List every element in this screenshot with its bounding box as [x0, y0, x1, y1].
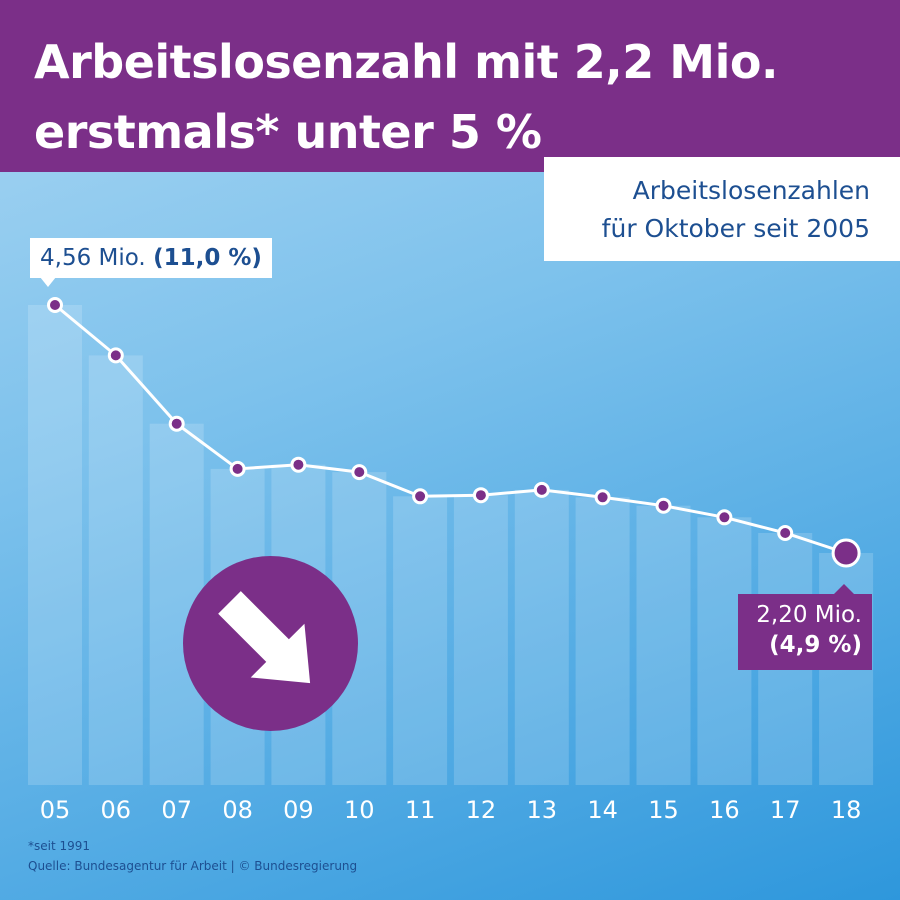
data-point-11 — [412, 488, 429, 505]
x-tick-label: 17 — [770, 796, 801, 824]
data-point-07 — [168, 415, 185, 432]
data-point-17 — [777, 525, 794, 541]
column-bg-12 — [453, 495, 508, 785]
data-point-18 — [831, 538, 861, 568]
data-point-16 — [716, 509, 733, 526]
title-line-2: erstmals* unter 5 % — [34, 105, 542, 159]
last-value-text: 2,20 Mio. — [756, 602, 862, 628]
x-tick-label: 07 — [161, 796, 192, 824]
data-point-13 — [533, 481, 550, 498]
x-tick-label: 14 — [587, 796, 618, 824]
data-point-05 — [47, 297, 63, 313]
x-tick-label: 06 — [101, 796, 132, 824]
x-tick-label: 09 — [283, 796, 314, 824]
data-point-14 — [594, 489, 611, 506]
subtitle-line-2: für Oktober seit 2005 — [601, 214, 870, 243]
first-label-pointer — [40, 277, 56, 287]
x-tick-label: 13 — [527, 796, 558, 824]
last-percent-text: (4,9 %) — [769, 632, 862, 658]
first-value-label: 4,56 Mio. (11,0 %) — [30, 238, 272, 278]
x-tick-label: 12 — [466, 796, 497, 824]
x-tick-label: 16 — [709, 796, 740, 824]
x-tick-label: 11 — [405, 796, 436, 824]
data-point-15 — [655, 497, 672, 514]
data-point-09 — [290, 456, 307, 473]
first-value-text: 4,56 Mio. — [40, 245, 146, 271]
subtitle-box: Arbeitslosenzahlen für Oktober seit 2005 — [544, 157, 900, 261]
column-bg-11 — [393, 496, 448, 785]
x-tick-label: 08 — [222, 796, 253, 824]
source-credit: Quelle: Bundesagentur für Arbeit | © Bun… — [28, 859, 358, 873]
last-label-pointer — [834, 584, 854, 594]
data-point-10 — [351, 464, 368, 481]
x-tick-label: 05 — [40, 796, 71, 824]
first-percent-text: (11,0 %) — [153, 245, 262, 271]
column-bg-13 — [514, 489, 569, 785]
data-point-06 — [107, 347, 124, 364]
x-tick-label: 10 — [344, 796, 375, 824]
column-bg-05 — [28, 305, 82, 785]
subtitle-line-1: Arbeitslosenzahlen — [632, 176, 870, 205]
arrow-down-right-icon — [218, 591, 311, 684]
column-bg-14 — [575, 497, 630, 785]
column-bg-15 — [636, 505, 691, 785]
last-value-label: 2,20 Mio. (4,9 %) — [738, 594, 872, 670]
column-bg-06 — [88, 355, 143, 785]
x-tick-label: 18 — [831, 796, 862, 824]
trend-badge — [183, 556, 358, 731]
title-line-1: Arbeitslosenzahl mit 2,2 Mio. — [34, 35, 778, 89]
series-line — [54, 303, 847, 555]
data-point-08 — [229, 460, 246, 477]
x-tick-label: 15 — [648, 796, 679, 824]
footnote: *seit 1991 — [28, 839, 91, 853]
title-bar: Arbeitslosenzahl mit 2,2 Mio. erstmals* … — [0, 0, 900, 172]
data-point-12 — [472, 487, 489, 504]
